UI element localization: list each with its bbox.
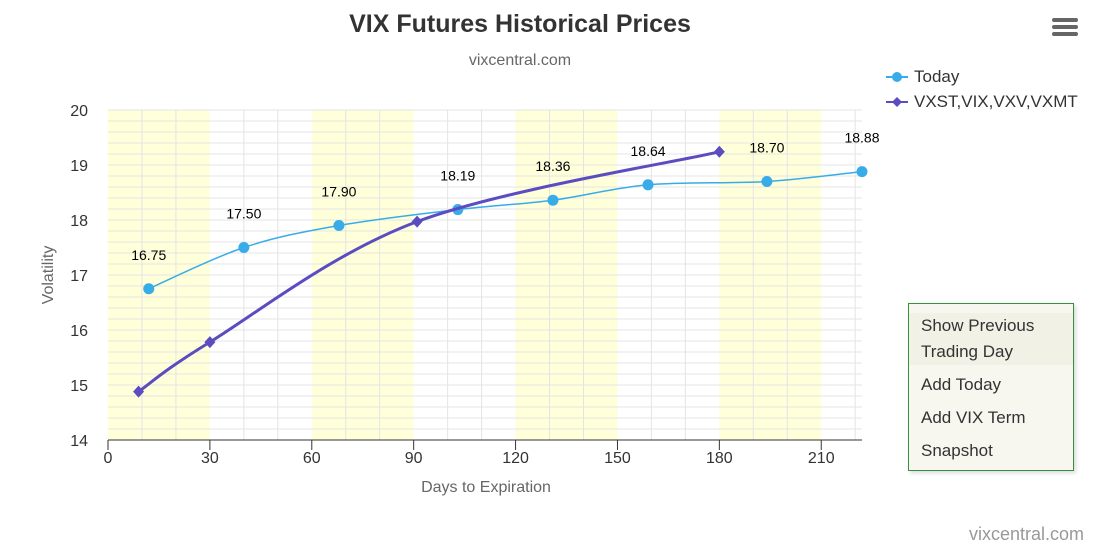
hamburger-menu-icon[interactable]: [1052, 18, 1078, 40]
grid-lines: [108, 109, 862, 441]
chart-context-menu: Show Previous Trading Day Add Today Add …: [908, 303, 1074, 471]
data-label: 18.64: [631, 143, 666, 159]
legend: Today VXST,VIX,VXV,VXMT: [884, 66, 1078, 116]
data-label: 17.50: [226, 206, 261, 222]
x-tick-label: 90: [405, 450, 423, 467]
data-label: 16.75: [131, 247, 166, 263]
x-tick-label: 120: [502, 450, 529, 467]
y-tick-label: 15: [70, 378, 88, 395]
credits-link[interactable]: vixcentral.com: [968, 524, 1084, 544]
x-axis-title: Days to Expiration: [421, 479, 551, 496]
data-labels: 16.75 17.50 17.90 18.19 18.36 18.64 18.70 18.88: [131, 130, 879, 263]
data-point[interactable]: [143, 283, 155, 295]
x-tick-label: 0: [104, 450, 113, 467]
menu-item-add-today[interactable]: Add Today: [921, 375, 1002, 394]
data-label: 18.70: [749, 140, 784, 156]
data-point[interactable]: [642, 179, 654, 191]
data-label: 18.19: [440, 168, 475, 184]
data-label: 18.88: [844, 130, 879, 146]
data-point[interactable]: [204, 336, 216, 349]
chart-title: VIX Futures Historical Prices: [349, 10, 691, 38]
diamond-marker-icon: [886, 97, 908, 107]
data-label: 17.90: [321, 184, 356, 200]
data-point[interactable]: [761, 176, 773, 187]
x-tick-label: 210: [808, 450, 835, 467]
data-point[interactable]: [238, 242, 250, 253]
y-tick-label: 17: [70, 268, 88, 285]
data-point[interactable]: [856, 166, 868, 178]
y-tick-label: 19: [70, 158, 88, 175]
y-tick-label: 18: [70, 213, 88, 230]
circle-marker-icon: [886, 72, 908, 82]
data-point[interactable]: [333, 220, 345, 231]
y-tick-label: 16: [70, 323, 88, 340]
x-tick-label: 150: [604, 450, 631, 467]
series-line: [137, 150, 720, 393]
x-tick-label: 180: [706, 450, 733, 467]
legend-label: VXST,VIX,VXV,VXMT: [914, 92, 1078, 111]
data-point[interactable]: [133, 385, 145, 398]
menu-item-show-previous[interactable]: Show Previous Trading Day: [909, 313, 1073, 365]
legend-item-today[interactable]: Today: [884, 66, 1078, 91]
legend-label: Today: [914, 67, 960, 86]
data-point[interactable]: [411, 215, 423, 228]
y-tick-label: 20: [70, 103, 88, 120]
chart-subtitle: vixcentral.com: [468, 52, 572, 69]
data-point[interactable]: [547, 194, 559, 206]
axes: 0 30 60 90 120 150 180 210 14 15 16 17 18 19 20: [70, 103, 862, 467]
data-label: 18.36: [535, 158, 570, 174]
legend-item-term-structure[interactable]: VXST,VIX,VXV,VXMT: [884, 91, 1078, 116]
y-axis-title: Volatility: [40, 246, 57, 305]
menu-item-snapshot[interactable]: Snapshot: [921, 441, 993, 460]
series-layer: [133, 145, 868, 398]
y-tick-label: 14: [70, 433, 88, 450]
x-tick-label: 30: [201, 450, 219, 467]
data-point[interactable]: [713, 145, 725, 158]
menu-item-add-vix-term[interactable]: Add VIX Term: [921, 408, 1026, 427]
x-tick-label: 60: [303, 450, 321, 467]
